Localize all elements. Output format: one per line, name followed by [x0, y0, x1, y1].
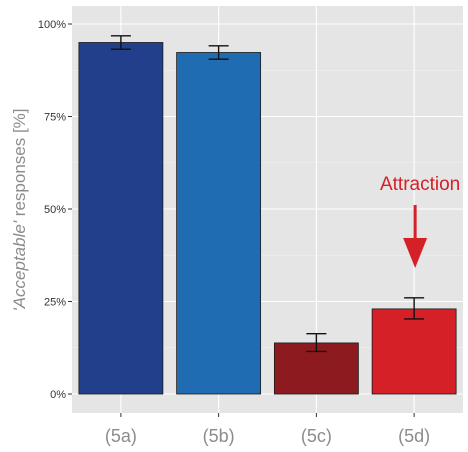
bar-1	[78, 42, 164, 395]
y-tick-label: 25%	[44, 297, 66, 309]
bar-4	[371, 308, 457, 395]
y-tick-label: 75%	[44, 112, 66, 124]
annotation-label: Attraction	[380, 174, 460, 195]
y-tick-label: 100%	[38, 19, 66, 31]
x-tick-label: (5d)	[398, 426, 430, 446]
y-axis-label-rest: responses [%]	[10, 108, 29, 220]
y-tick-label: 0%	[50, 389, 66, 401]
y-axis-label-italic: 'Acceptable'	[10, 220, 29, 311]
x-tick-label: (5c)	[301, 426, 332, 446]
bars	[78, 42, 457, 395]
x-tick-label: (5a)	[105, 426, 137, 446]
axes: 0% 25% 50% 75% 100% (5a) (5b) (5c) (5d)	[38, 19, 430, 446]
x-tick-label: (5b)	[203, 426, 235, 446]
y-axis-label: 'Acceptable' responses [%]	[10, 108, 29, 311]
y-tick-label: 50%	[44, 204, 66, 216]
annotation: Attraction	[380, 174, 460, 268]
annotation-arrow-head	[403, 238, 428, 268]
bar-3	[273, 342, 359, 395]
bar-2	[176, 52, 262, 395]
error-bars	[110, 35, 425, 353]
